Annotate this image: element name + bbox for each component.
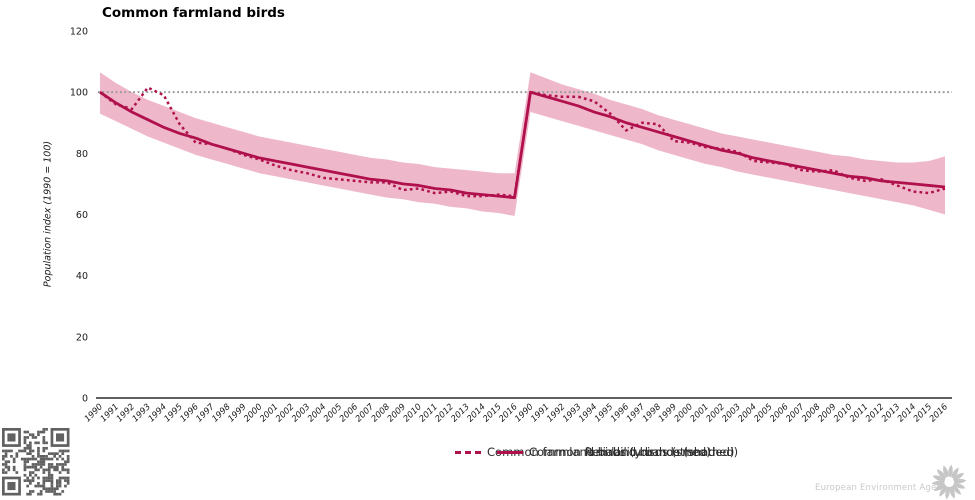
legend-label: Common farmland birds (smoothed) <box>529 445 739 459</box>
eea-footer: European Environment Agency <box>780 463 970 500</box>
legend-label: Reliability bands (shaded) <box>585 445 735 459</box>
chart-title: Common farmland birds <box>102 5 285 21</box>
eea-agency-label: European Environment Agency <box>815 483 953 493</box>
y-tick-label: 20 <box>76 332 88 343</box>
x-tick-label: 2016 <box>928 402 951 425</box>
legend-item-unsmoothed[interactable]: Common farmland birds (unsmoothed) <box>455 445 711 459</box>
solid-line-swatch <box>497 450 523 454</box>
y-tick-label: 0 <box>82 394 88 405</box>
unsmoothed-line <box>99 86 946 198</box>
y-tick-label: 100 <box>70 88 88 99</box>
y-tick-label: 120 <box>70 27 88 38</box>
legend: Common farmland birds (unsmoothed) Commo… <box>0 445 975 461</box>
legend-item-smoothed[interactable]: Common farmland birds (smoothed) <box>497 445 738 459</box>
y-tick-label: 60 <box>76 210 88 221</box>
legend-label: Common farmland birds (unsmoothed) <box>487 445 711 459</box>
dotted-line-swatch <box>455 450 481 454</box>
qr-code-icon <box>2 428 70 496</box>
eea-flower-icon <box>931 464 967 500</box>
legend-item-reliability-bands[interactable]: Reliability bands (shaded) <box>585 445 734 459</box>
y-tick-label: 40 <box>76 271 88 282</box>
y-tick-label: 80 <box>76 149 88 160</box>
